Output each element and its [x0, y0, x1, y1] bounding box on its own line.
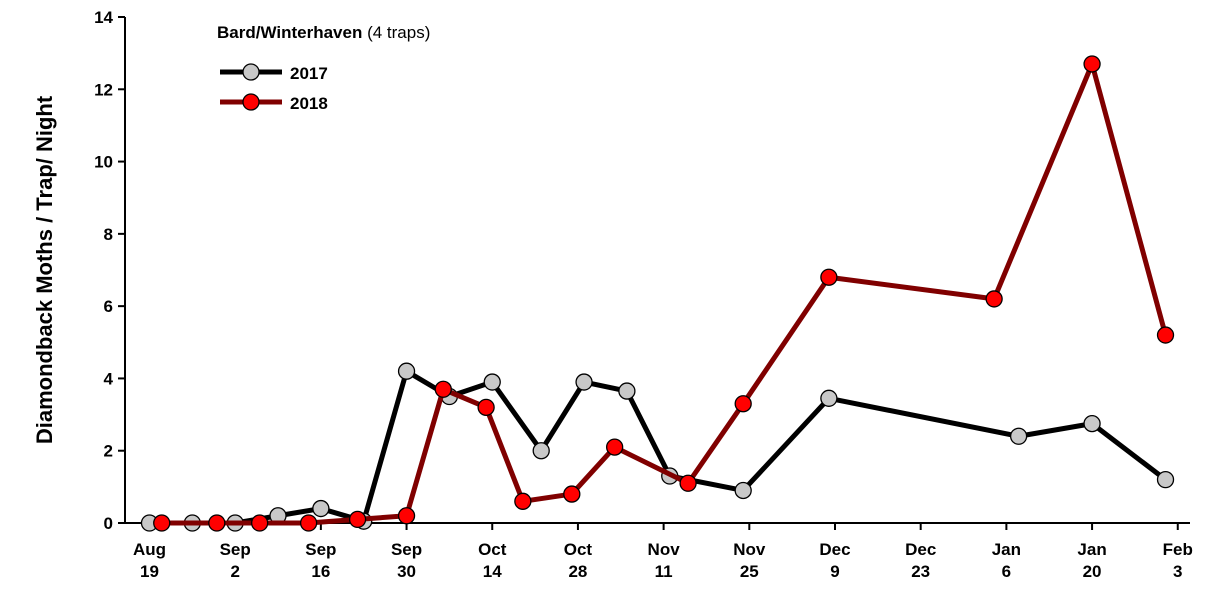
legend-marker [242, 93, 260, 111]
data-point [1156, 470, 1175, 489]
legend-label: 2017 [290, 64, 328, 83]
data-point [820, 268, 838, 286]
x-tick-label: Jan 20 [1077, 540, 1106, 581]
data-point [153, 514, 171, 532]
data-point [483, 373, 501, 391]
y-tick-label: 6 [104, 297, 113, 316]
legend-title: Bard/Winterhaven (4 traps) [217, 23, 430, 42]
chart-title: Bard/Winterhaven [217, 23, 362, 42]
data-point [434, 380, 452, 398]
y-tick-label: 8 [104, 225, 113, 244]
y-tick-label: 2 [104, 442, 113, 461]
y-axis-label: Diamondback Moths / Trap/ Night [32, 95, 57, 444]
x-tick-label: Nov 11 [648, 540, 681, 581]
data-point [734, 481, 752, 500]
data-point [820, 389, 838, 407]
x-tick-label: Oct 14 [478, 540, 507, 581]
x-tick-label: Jan 6 [992, 540, 1021, 581]
data-point [477, 398, 495, 416]
data-point [348, 510, 367, 529]
data-point [251, 514, 269, 532]
data-point [1083, 55, 1101, 73]
legend-label: 2018 [290, 94, 328, 113]
data-point [312, 499, 330, 518]
data-point [1083, 414, 1101, 433]
y-tick-label: 0 [104, 514, 113, 533]
x-tick-label: Sep 30 [391, 540, 422, 581]
data-point [397, 362, 416, 380]
y-tick-label: 12 [94, 80, 113, 99]
series-line [149, 368, 1168, 526]
series-line [161, 61, 1168, 526]
data-point [208, 514, 226, 532]
y-tick-label: 10 [94, 153, 113, 172]
data-point [563, 485, 581, 503]
legend-marker [242, 63, 260, 81]
x-tick-label: Feb 3 [1163, 540, 1193, 581]
x-tick-label: Dec 23 [905, 540, 936, 581]
data-point [299, 514, 318, 532]
data-point [734, 395, 752, 413]
x-tick-label: Dec 9 [819, 540, 850, 581]
data-point [1009, 427, 1028, 445]
x-tick-label: Sep 16 [305, 540, 336, 581]
data-point [606, 438, 624, 456]
data-point [985, 290, 1003, 308]
data-point [1156, 326, 1175, 344]
x-tick-label: Nov 25 [733, 540, 766, 581]
y-tick-label: 14 [94, 8, 113, 27]
y-tick-label: 4 [104, 369, 114, 388]
data-point [618, 382, 636, 400]
data-point [575, 373, 593, 391]
x-tick-label: Oct 28 [564, 540, 593, 581]
data-point [514, 492, 532, 510]
x-tick-label: Aug 19 [133, 540, 166, 581]
x-tick-label: Sep 2 [220, 540, 251, 581]
chart-subtitle: (4 traps) [367, 23, 430, 42]
data-point [679, 474, 697, 492]
data-point [397, 507, 416, 525]
data-point [532, 442, 550, 460]
